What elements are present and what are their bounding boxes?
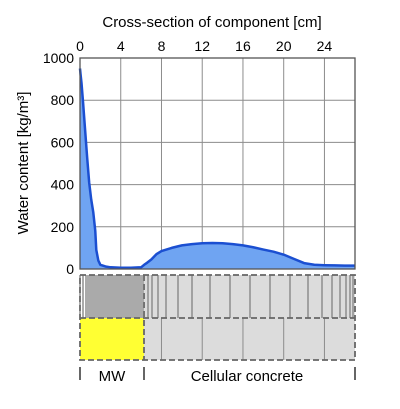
y-tick-label: 400 — [51, 177, 75, 193]
y-tick-label: 800 — [51, 92, 75, 108]
layer-label-cellular-concrete: Cellular concrete — [191, 368, 304, 385]
data-area — [78, 68, 355, 269]
x-tick-label: 8 — [158, 38, 166, 54]
x-tick-label: 0 — [76, 38, 84, 54]
water-content-area — [80, 68, 355, 269]
water-content-line — [78, 68, 355, 269]
x-tick-label: 24 — [317, 38, 333, 54]
layer-label-mw: MW — [99, 368, 126, 385]
y-tick-label: 200 — [51, 219, 75, 235]
material-layers — [79, 274, 356, 380]
y-tick-label: 0 — [66, 261, 74, 277]
x-tick-labels: 0 4 8 12 16 20 24 — [76, 38, 332, 54]
grid-lines — [79, 57, 355, 270]
mw-layer-fill — [80, 318, 144, 360]
y-tick-labels: 0 200 400 600 800 1000 — [43, 50, 74, 277]
x-tick-label: 4 — [117, 38, 125, 54]
plot-frame — [79, 57, 356, 270]
x-axis-title: Cross-section of component [cm] — [102, 14, 321, 31]
x-tick-label: 12 — [194, 38, 210, 54]
x-tick-label: 20 — [276, 38, 292, 54]
y-tick-label: 600 — [51, 134, 75, 150]
y-axis-title: Water content [kg/m³] — [15, 92, 32, 235]
x-tick-label: 16 — [235, 38, 251, 54]
y-tick-label: 1000 — [43, 50, 74, 66]
